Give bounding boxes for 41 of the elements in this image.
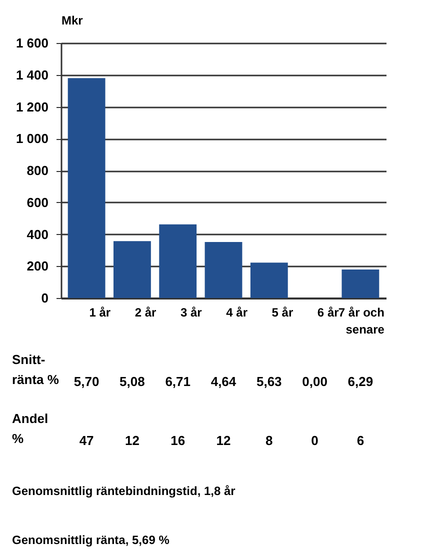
bar xyxy=(204,242,242,298)
text: 16 xyxy=(170,433,186,448)
bar xyxy=(250,262,288,298)
bar xyxy=(113,241,151,298)
y-tick-label: 0 xyxy=(41,290,48,306)
x-tick-label: 2 år xyxy=(134,306,157,320)
y-tick-label: 1 200 xyxy=(16,99,48,114)
bar xyxy=(68,78,106,298)
x-tick-label: 7 år och senare xyxy=(338,306,385,336)
y-tick-label: 1 000 xyxy=(16,131,48,146)
text: 12 xyxy=(216,433,231,448)
text: 6,29 xyxy=(348,374,374,389)
x-tick-label: 3 år xyxy=(180,306,202,320)
x-tick-label: 4 år xyxy=(226,306,248,320)
y-tick-label: 800 xyxy=(26,163,48,178)
text: 5,70 xyxy=(74,374,100,389)
text: 5,63 xyxy=(256,374,282,389)
y-tick-label: 400 xyxy=(26,226,48,242)
text: 4,64 xyxy=(210,374,237,389)
text: Andel % xyxy=(12,411,48,446)
y-tick-label: 1 600 xyxy=(16,36,48,50)
y-tick-label: 1 400 xyxy=(16,67,48,82)
x-tick-label: 6 år xyxy=(317,306,340,320)
text: 6 xyxy=(356,433,364,448)
text: 5,08 xyxy=(120,374,145,389)
text: Snitt- ränta % xyxy=(12,352,60,387)
text: 0 xyxy=(311,433,318,448)
y-tick-label: 600 xyxy=(26,194,48,210)
x-tick-label: 5 år xyxy=(272,306,294,320)
bar xyxy=(342,269,380,298)
text: 8 xyxy=(266,433,273,448)
text: 0,00 xyxy=(302,374,328,389)
text: 47 xyxy=(79,433,94,448)
y-tick-label: 200 xyxy=(26,258,48,274)
text: 6,71 xyxy=(165,374,191,389)
x-tick-label: 1 år xyxy=(89,306,111,320)
y-axis-title: Mkr xyxy=(62,14,84,28)
bar xyxy=(159,224,197,298)
text: Genomsnittlig ränta, 5,69 % xyxy=(12,533,170,547)
text: Genomsnittlig räntebindningstid, 1,8 år xyxy=(12,484,236,498)
text: 12 xyxy=(124,433,140,448)
